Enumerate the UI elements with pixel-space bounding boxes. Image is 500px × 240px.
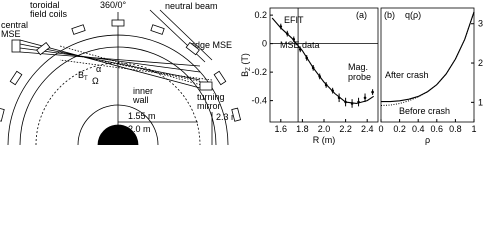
label: edge MSE	[190, 40, 232, 50]
mirror-box	[199, 81, 213, 91]
label: α	[96, 64, 101, 74]
series-label: After crash	[385, 70, 429, 80]
beam-line	[149, 9, 206, 63]
label: mirror	[197, 101, 221, 111]
data-point	[363, 96, 367, 100]
coil	[231, 107, 242, 122]
coil	[36, 41, 51, 56]
label: inner	[133, 86, 153, 96]
y-label-part: (T)	[240, 53, 250, 67]
coil	[9, 70, 23, 86]
y-tick-label: 1	[478, 97, 483, 107]
y-tick-label: -0.4	[251, 96, 267, 106]
x-tick-label: 1.6	[275, 124, 288, 134]
plot-frame	[380, 7, 475, 123]
central-mse-box	[11, 39, 21, 53]
label: 2.0 m	[128, 124, 151, 134]
annotation: EFIT	[284, 15, 304, 25]
x-tick-label: 0	[378, 124, 383, 134]
y-label-part: Z	[246, 67, 252, 71]
series-label: Before crash	[399, 106, 450, 116]
label: neutral beam	[165, 1, 218, 11]
beam-line	[159, 9, 213, 61]
bt-sub: T	[84, 76, 88, 82]
label: toroidal	[30, 0, 60, 10]
x-tick-label: 2.2	[339, 124, 352, 134]
y-axis-label: BZ (T)	[240, 53, 252, 77]
annotation: MSE data	[280, 40, 320, 50]
x-tick-label: 0.6	[431, 124, 444, 134]
data-point	[331, 89, 334, 92]
chart-panel: 1.6 1.8 2.0 2.2 2.4 0.2 0 -0.2 -0.4 R (m) (a) BZ (T…	[240, 7, 379, 145]
data-point	[292, 38, 296, 41]
panel-label: (b)	[384, 10, 395, 20]
x-tick-label: 1	[471, 124, 476, 134]
annotation: probe	[348, 72, 371, 82]
data-point	[279, 25, 283, 28]
data-point	[344, 100, 347, 104]
data-point	[285, 32, 289, 35]
sightlines-edge	[59, 45, 213, 89]
y-tick-label: -0.2	[251, 67, 267, 77]
figure: toroidal field coils 360/0° neutral beam…	[0, 0, 483, 145]
x-tick-label: 0.8	[449, 124, 462, 134]
y-tick-label: 3	[478, 19, 483, 29]
x-axis-label: ρ	[425, 135, 430, 145]
coil	[185, 41, 200, 56]
mse-diagram: toroidal field coils 360/0° neutral beam…	[0, 0, 242, 145]
label: 2.3 m	[216, 112, 239, 122]
label: BT	[78, 70, 88, 82]
label: central	[1, 20, 28, 30]
coil	[71, 24, 86, 35]
label: Ω	[92, 76, 99, 86]
label: MSE	[1, 29, 21, 39]
y-label-part: B	[240, 71, 250, 77]
x-tick-label: 2.4	[361, 124, 374, 134]
series-line	[381, 11, 475, 103]
x-axis-label: R (m)	[313, 135, 336, 145]
chart-title: q(ρ)	[405, 10, 421, 20]
data-point	[305, 56, 309, 60]
sightlines	[19, 39, 201, 89]
x-tick-label: 1.8	[296, 124, 309, 134]
y-tick-label: 0.2	[254, 10, 267, 20]
data-point	[318, 75, 321, 78]
panel-label: (a)	[356, 10, 367, 20]
label: wall	[132, 95, 149, 105]
x-tick-label: 2.0	[318, 124, 331, 134]
data-point	[311, 66, 315, 70]
series-line	[380, 11, 475, 106]
y-tick-label: 2	[478, 58, 483, 68]
label: field coils	[30, 9, 68, 19]
data-point	[324, 83, 328, 87]
data-point	[337, 96, 341, 100]
bt-base: B	[78, 70, 84, 80]
coil	[150, 24, 165, 35]
coil	[213, 70, 227, 86]
data-point	[357, 100, 360, 104]
coil	[111, 19, 125, 27]
data-point	[371, 90, 374, 94]
label: turning	[197, 92, 225, 102]
x-tick-label: 0.2	[393, 124, 406, 134]
label: 360/0°	[100, 0, 127, 10]
data-point	[298, 48, 302, 51]
data-point	[350, 102, 354, 105]
coil	[0, 107, 5, 122]
y-tick-label: 0	[262, 39, 267, 49]
label: 1.55 m	[128, 111, 156, 121]
x-tick-label: 0.4	[412, 124, 425, 134]
annotation: Mag.	[348, 62, 368, 72]
chart-panel: 0 0.2 0.4 0.6 0.8 1 1 2 3 ρ (b) q(ρ) After crash Befo…	[378, 7, 483, 145]
